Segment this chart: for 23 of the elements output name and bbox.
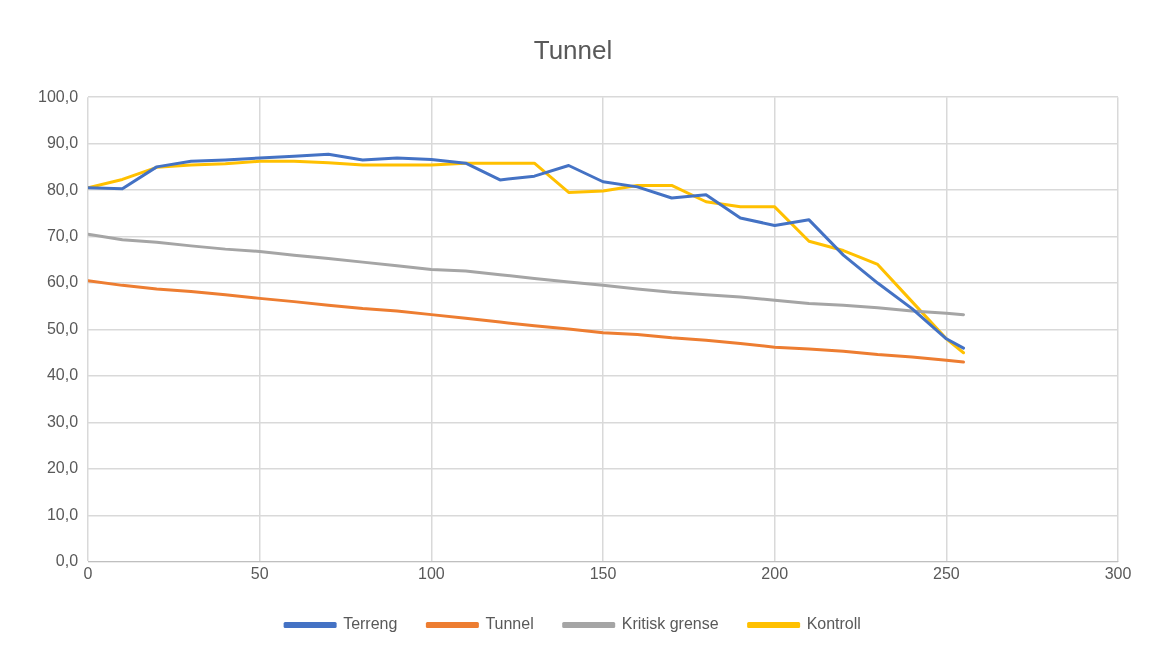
x-tick-label: 300 — [1104, 564, 1132, 582]
y-tick-label: 50,0 — [46, 319, 79, 337]
y-tick-label: 30,0 — [46, 412, 79, 430]
y-tick-label: 60,0 — [46, 273, 79, 291]
legend-label: Kontroll — [806, 615, 861, 633]
y-tick-label: 80,0 — [46, 180, 79, 198]
y-tick-label: 70,0 — [46, 226, 79, 244]
x-tick-label: 50 — [250, 564, 269, 582]
x-tick-label: 100 — [418, 564, 445, 582]
x-tick-label: 250 — [932, 564, 960, 582]
chart-title: Tunnel — [533, 34, 613, 65]
legend-label: Tunnel — [485, 615, 534, 633]
x-tick-label: 200 — [761, 564, 789, 582]
x-tick-label: 150 — [589, 564, 617, 582]
y-tick-label: 0,0 — [55, 552, 79, 570]
y-tick-label: 90,0 — [46, 134, 79, 152]
x-tick-label: 0 — [83, 564, 93, 582]
y-tick-label: 20,0 — [46, 459, 79, 477]
y-tick-label: 40,0 — [46, 366, 79, 384]
y-tick-label: 100,0 — [37, 87, 79, 105]
legend-label: Terreng — [343, 615, 398, 633]
legend-label: Kritisk grense — [621, 615, 719, 633]
y-tick-label: 10,0 — [46, 505, 79, 523]
